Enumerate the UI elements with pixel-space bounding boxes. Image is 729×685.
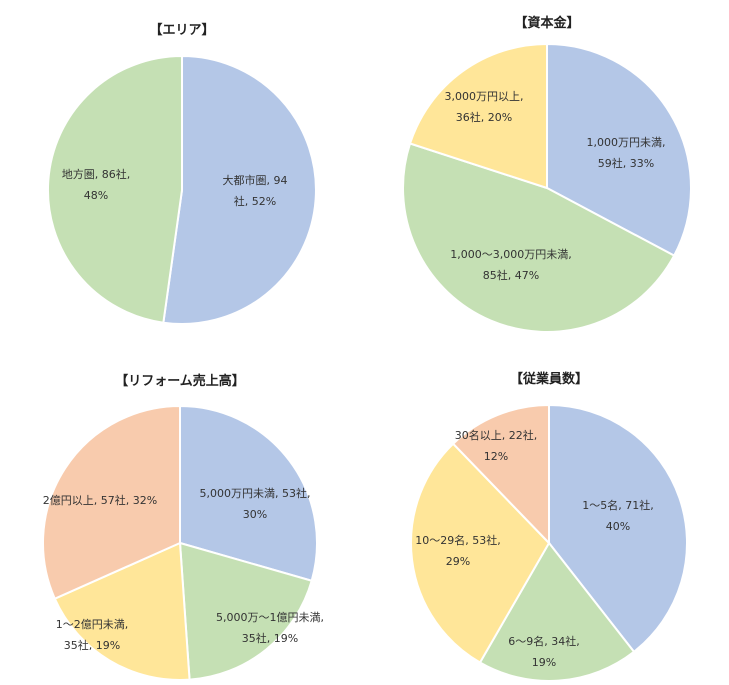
data-label: 10～29名, 53社, 29% — [415, 533, 500, 568]
pie-chart-3: 【リフォーム売上高】 5,000万円未満, 53社, 30% 5,000万～1億円未満… — [42, 373, 324, 682]
pie-slice — [478, 541, 636, 682]
data-label: 1～2億円未満, 35社, 19% — [56, 618, 129, 652]
pie-slice — [451, 403, 550, 546]
pie-slice — [408, 42, 548, 190]
data-label: 1～5名, 71社, 40% — [582, 498, 653, 533]
pie-slice — [178, 541, 313, 681]
chart-title: 【従業員数】 — [510, 371, 588, 387]
chart-title: 【エリア】 — [149, 22, 214, 38]
data-label: 5,000万円未満, 53社, 30% — [200, 486, 311, 521]
data-label: 2億円以上, 57社, 32% — [43, 493, 157, 507]
pie-chart-4: 【従業員数】 1～5名, 71社, 40% 6～9名, 34社, 19% 10～29名, … — [410, 371, 688, 682]
pie-chart-2: 【資本金】 1,000万円未満, 59社, 33% 1,000～3,000万円未満, 8… — [402, 15, 692, 333]
chart-title: 【リフォーム売上高】 — [115, 373, 245, 389]
pie-slice — [546, 42, 692, 257]
pie-slice — [410, 442, 551, 664]
data-label: 1,000～3,000万円未満, 85社, 47% — [450, 248, 571, 282]
chart-title: 【資本金】 — [514, 15, 579, 31]
pie-slice — [548, 403, 688, 654]
data-label: 1,000万円未満, 59社, 33% — [587, 136, 666, 170]
data-label: 30名以上, 22社, 12% — [455, 428, 537, 463]
data-label: 5,000万～1億円未満, 35社, 19% — [216, 611, 324, 645]
pie-slice — [402, 142, 676, 333]
data-label: 6～9名, 34社, 19% — [508, 634, 579, 669]
pie-slice — [53, 541, 191, 682]
data-label: 3,000万円以上, 36社, 20% — [445, 90, 524, 124]
pie-chart-1: 【エリア】大都市圏, 94 社, 52% 地方圏, 86社, 48% — [46, 22, 317, 325]
pie-slice — [42, 404, 181, 601]
pie-slice — [179, 404, 318, 582]
pie-slice — [162, 54, 317, 325]
pie-slice — [46, 54, 183, 324]
data-label: 地方圏, 86社, 48% — [62, 167, 131, 202]
data-label: 大都市圏, 94 社, 52% — [223, 173, 288, 208]
